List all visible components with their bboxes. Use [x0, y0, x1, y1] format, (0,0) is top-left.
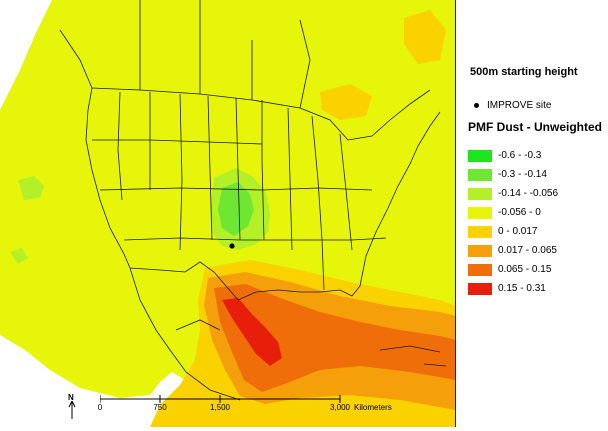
- legend-label-6: 0.017 - 0.065: [498, 245, 557, 256]
- map-divider: [455, 0, 456, 427]
- class-area-neg014-neg0056-b: [18, 176, 44, 200]
- north-arrow-icon: N: [68, 393, 82, 423]
- legend-label-7: 0.065 - 0.15: [498, 264, 552, 275]
- legend-label-5: 0 - 0.017: [498, 226, 538, 237]
- legend-swatch-6: [468, 245, 492, 257]
- scale-tick-3000: 3,000: [329, 403, 351, 412]
- class-area-0-0017-c: [404, 10, 446, 64]
- legend-swatch-7: [468, 264, 492, 276]
- legend-label-3: -0.14 - -0.056: [498, 188, 559, 199]
- class-area-015-031: [222, 298, 282, 366]
- legend-swatch-5: [468, 226, 492, 238]
- legend-label-1: -0.6 - -0.3: [498, 150, 542, 161]
- legend-label-4: -0.056 - 0: [498, 207, 541, 218]
- scale-tick-1500: 1,500: [209, 403, 231, 412]
- scale-tick-750: 750: [153, 403, 167, 412]
- legend-panel: 500m starting height IMPROVE site PMF Du…: [460, 0, 608, 427]
- class-area-neg03-neg014: [218, 182, 254, 236]
- legend-swatch-8: [468, 283, 492, 295]
- legend-swatch-4: [468, 207, 492, 219]
- site-label: IMPROVE site: [487, 100, 552, 111]
- class-area-0065-015: [214, 284, 456, 392]
- legend-label-8: 0.15 - 0.31: [498, 283, 546, 294]
- class-area-0-0017-b: [320, 84, 372, 120]
- scale-unit: Kilometers: [354, 403, 392, 412]
- starting-height-title: 500m starting height: [470, 66, 578, 78]
- improve-site-marker[interactable]: [229, 243, 235, 249]
- legend-label-2: -0.3 - -0.14: [498, 169, 547, 180]
- class-area-neg014-neg0056-c: [10, 248, 28, 264]
- map-panel[interactable]: [0, 0, 456, 427]
- political-boundaries: [59, 0, 447, 401]
- legend-site-entry: IMPROVE site: [474, 100, 551, 111]
- scale-bar: 0 750 1,500 3,000 Kilometers: [60, 395, 392, 425]
- legend-swatch-2: [468, 169, 492, 181]
- layer-title: PMF Dust - Unweighted: [468, 120, 602, 134]
- trajectory-map[interactable]: [0, 0, 456, 427]
- legend-swatch-3: [468, 188, 492, 200]
- scale-tick-0: 0: [97, 403, 103, 412]
- legend-swatch-1: [468, 150, 492, 162]
- north-label: N: [68, 393, 74, 402]
- site-dot-icon: [474, 102, 479, 108]
